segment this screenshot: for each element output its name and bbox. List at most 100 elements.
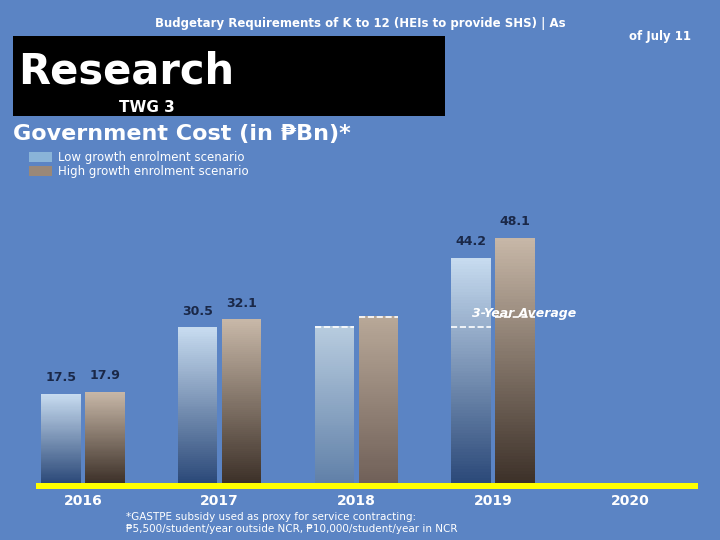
FancyBboxPatch shape (451, 364, 491, 368)
FancyBboxPatch shape (451, 418, 491, 421)
FancyBboxPatch shape (41, 402, 81, 403)
FancyBboxPatch shape (495, 389, 535, 392)
FancyBboxPatch shape (41, 473, 81, 474)
FancyBboxPatch shape (451, 463, 491, 465)
FancyBboxPatch shape (315, 397, 354, 399)
FancyBboxPatch shape (315, 481, 354, 483)
FancyBboxPatch shape (178, 353, 217, 355)
FancyBboxPatch shape (359, 354, 398, 356)
FancyBboxPatch shape (495, 397, 535, 400)
FancyBboxPatch shape (495, 400, 535, 403)
FancyBboxPatch shape (451, 292, 491, 294)
FancyBboxPatch shape (495, 460, 535, 462)
FancyBboxPatch shape (451, 353, 491, 356)
FancyBboxPatch shape (359, 414, 398, 416)
FancyBboxPatch shape (85, 396, 125, 398)
FancyBboxPatch shape (451, 311, 491, 314)
FancyBboxPatch shape (451, 357, 491, 360)
FancyBboxPatch shape (451, 466, 491, 469)
FancyBboxPatch shape (451, 381, 491, 383)
FancyBboxPatch shape (495, 406, 535, 408)
FancyBboxPatch shape (359, 389, 398, 392)
FancyBboxPatch shape (451, 399, 491, 401)
FancyBboxPatch shape (495, 464, 535, 468)
FancyBboxPatch shape (41, 417, 81, 418)
FancyBboxPatch shape (451, 393, 491, 396)
FancyBboxPatch shape (495, 413, 535, 416)
FancyBboxPatch shape (222, 362, 261, 365)
FancyBboxPatch shape (178, 424, 217, 427)
FancyBboxPatch shape (315, 395, 354, 397)
FancyBboxPatch shape (451, 363, 491, 366)
FancyBboxPatch shape (495, 376, 535, 379)
FancyBboxPatch shape (178, 366, 217, 369)
FancyBboxPatch shape (85, 435, 125, 436)
FancyBboxPatch shape (451, 258, 491, 261)
FancyBboxPatch shape (315, 434, 354, 436)
FancyBboxPatch shape (359, 404, 398, 406)
FancyBboxPatch shape (222, 475, 261, 477)
FancyBboxPatch shape (495, 423, 535, 425)
FancyBboxPatch shape (315, 346, 354, 348)
Text: High growth enrolment scenario: High growth enrolment scenario (58, 165, 248, 178)
FancyBboxPatch shape (359, 452, 398, 454)
Text: 30.5: 30.5 (182, 305, 213, 318)
FancyBboxPatch shape (41, 418, 81, 420)
FancyBboxPatch shape (178, 411, 217, 413)
FancyBboxPatch shape (222, 420, 261, 422)
FancyBboxPatch shape (451, 422, 491, 424)
FancyBboxPatch shape (41, 421, 81, 422)
FancyBboxPatch shape (85, 402, 125, 403)
FancyBboxPatch shape (178, 417, 217, 419)
FancyBboxPatch shape (178, 481, 217, 483)
FancyBboxPatch shape (359, 320, 398, 323)
FancyBboxPatch shape (178, 438, 217, 441)
FancyBboxPatch shape (451, 410, 491, 413)
FancyBboxPatch shape (495, 422, 535, 425)
FancyBboxPatch shape (451, 362, 491, 364)
FancyBboxPatch shape (222, 456, 261, 459)
FancyBboxPatch shape (451, 344, 491, 346)
FancyBboxPatch shape (495, 388, 535, 392)
FancyBboxPatch shape (451, 424, 491, 427)
FancyBboxPatch shape (359, 370, 398, 373)
FancyBboxPatch shape (178, 465, 217, 468)
FancyBboxPatch shape (41, 469, 81, 470)
FancyBboxPatch shape (495, 385, 535, 388)
FancyBboxPatch shape (222, 319, 261, 322)
FancyBboxPatch shape (41, 441, 81, 442)
FancyBboxPatch shape (451, 433, 491, 435)
FancyBboxPatch shape (222, 393, 261, 395)
FancyBboxPatch shape (41, 427, 81, 429)
FancyBboxPatch shape (495, 429, 535, 431)
FancyBboxPatch shape (85, 464, 125, 465)
FancyBboxPatch shape (222, 438, 261, 440)
FancyBboxPatch shape (359, 377, 398, 379)
FancyBboxPatch shape (451, 401, 491, 403)
FancyBboxPatch shape (359, 333, 398, 335)
FancyBboxPatch shape (359, 343, 398, 346)
FancyBboxPatch shape (451, 399, 491, 402)
FancyBboxPatch shape (495, 366, 535, 369)
FancyBboxPatch shape (222, 428, 261, 430)
FancyBboxPatch shape (451, 300, 491, 303)
FancyBboxPatch shape (359, 339, 398, 341)
FancyBboxPatch shape (315, 451, 354, 454)
FancyBboxPatch shape (315, 422, 354, 424)
FancyBboxPatch shape (178, 356, 217, 359)
FancyBboxPatch shape (315, 438, 354, 440)
FancyBboxPatch shape (222, 458, 261, 461)
FancyBboxPatch shape (495, 437, 535, 440)
FancyBboxPatch shape (315, 456, 354, 458)
FancyBboxPatch shape (85, 462, 125, 464)
FancyBboxPatch shape (495, 343, 535, 346)
FancyBboxPatch shape (222, 454, 261, 457)
FancyBboxPatch shape (41, 403, 81, 404)
FancyBboxPatch shape (495, 362, 535, 365)
FancyBboxPatch shape (451, 356, 491, 359)
FancyBboxPatch shape (178, 423, 217, 425)
FancyBboxPatch shape (222, 397, 261, 400)
FancyBboxPatch shape (495, 391, 535, 394)
FancyBboxPatch shape (178, 477, 217, 480)
FancyBboxPatch shape (85, 459, 125, 461)
